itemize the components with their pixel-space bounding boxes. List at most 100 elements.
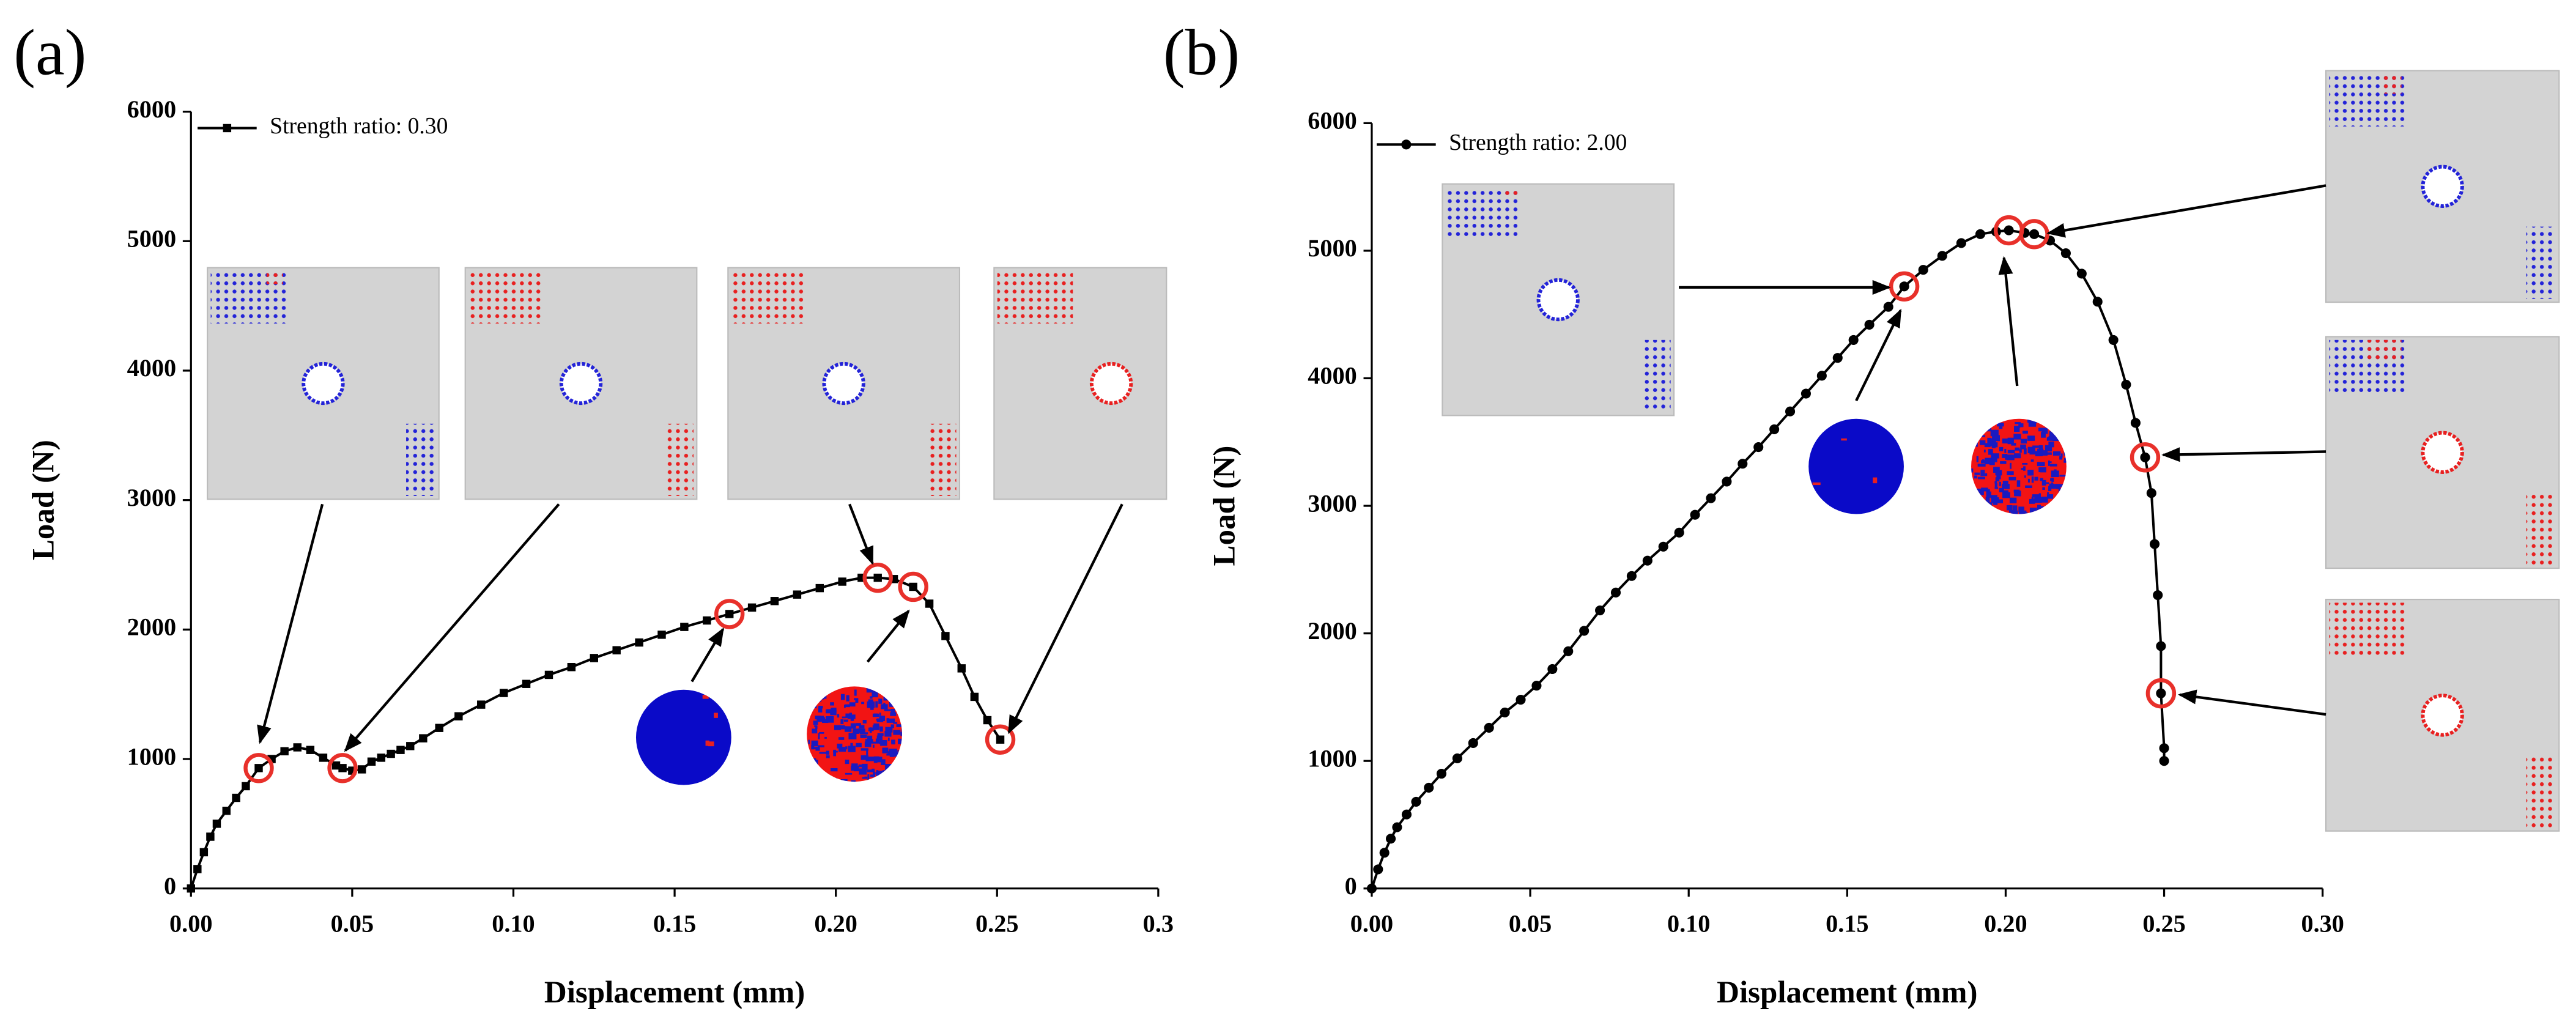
speck xyxy=(2053,506,2059,512)
speck xyxy=(809,766,812,769)
speck xyxy=(881,704,888,709)
speck xyxy=(1995,477,2000,482)
speck xyxy=(810,703,817,709)
point-marker xyxy=(1452,753,1462,764)
speck xyxy=(2025,512,2028,514)
point-marker xyxy=(770,597,779,605)
speck xyxy=(815,725,818,729)
speck xyxy=(2010,462,2012,469)
y-axis-title: Load (N) xyxy=(27,440,61,560)
speck xyxy=(897,738,902,744)
arrow xyxy=(866,609,910,663)
speck xyxy=(2002,454,2008,458)
speck xyxy=(2004,448,2007,453)
speck xyxy=(811,744,815,750)
speck xyxy=(901,707,902,710)
speck xyxy=(819,752,827,754)
arrow xyxy=(848,503,874,565)
speck xyxy=(2053,451,2061,456)
speck xyxy=(844,705,846,708)
speck xyxy=(714,713,718,718)
point-marker xyxy=(1753,442,1764,453)
speck xyxy=(2060,453,2063,458)
speck xyxy=(1841,438,1847,441)
speck xyxy=(876,735,883,741)
speck xyxy=(1990,429,1999,437)
speck xyxy=(861,748,868,751)
speck xyxy=(838,737,845,740)
speck xyxy=(1983,450,1986,453)
speck xyxy=(876,772,884,776)
speck xyxy=(853,723,856,728)
point-marker xyxy=(1658,541,1668,552)
speck xyxy=(851,763,858,768)
x-tick-label: 0.20 xyxy=(1984,910,2027,938)
speck xyxy=(1988,449,1993,455)
hole-ring xyxy=(822,361,865,405)
point-marker xyxy=(1626,571,1637,581)
point-marker xyxy=(2156,688,2166,698)
dot-block xyxy=(2526,492,2556,565)
x-tick-label: 0.25 xyxy=(2142,910,2185,938)
dot-block xyxy=(2526,755,2556,828)
speck xyxy=(1982,459,1985,461)
point-marker xyxy=(2130,418,2141,428)
x-tick-label: 0.20 xyxy=(814,910,857,938)
speck xyxy=(2058,488,2065,495)
speck xyxy=(867,735,873,741)
speck xyxy=(873,723,879,730)
speck xyxy=(812,728,818,734)
y-tick-label: 0 xyxy=(164,872,176,900)
point-marker xyxy=(680,623,689,631)
speck xyxy=(1993,467,2000,473)
point-marker xyxy=(242,782,250,791)
speck xyxy=(2064,499,2067,506)
point-marker xyxy=(657,631,666,639)
speck xyxy=(851,780,856,782)
speck xyxy=(1982,435,1986,437)
speck xyxy=(830,702,834,706)
point-marker xyxy=(838,577,846,586)
speck xyxy=(2047,492,2049,495)
speck xyxy=(859,725,865,729)
speck xyxy=(1971,488,1976,491)
speck xyxy=(814,695,816,701)
speck xyxy=(845,760,849,765)
speck xyxy=(635,777,640,780)
speck xyxy=(856,723,861,726)
speck xyxy=(1984,443,1991,448)
speck xyxy=(2051,484,2058,489)
speck xyxy=(1809,439,1812,443)
speck xyxy=(1981,422,1989,424)
x-tick-label: 0.3 xyxy=(1143,910,1174,938)
point-marker xyxy=(1500,707,1510,717)
speck xyxy=(818,691,821,697)
speck xyxy=(838,747,846,752)
point-marker xyxy=(1392,822,1402,832)
speck xyxy=(1988,441,1996,446)
speck xyxy=(1990,495,1997,499)
speck xyxy=(1985,510,1988,514)
speck xyxy=(2054,469,2057,474)
speck xyxy=(818,707,823,713)
point-marker xyxy=(635,638,643,647)
speck xyxy=(877,733,884,736)
speck xyxy=(891,750,898,757)
speck xyxy=(808,765,816,771)
point-marker xyxy=(377,753,386,762)
speck xyxy=(889,764,892,769)
speck xyxy=(855,698,859,703)
speck xyxy=(889,702,897,707)
speck xyxy=(2020,444,2026,450)
speck xyxy=(861,755,867,760)
point-marker xyxy=(206,832,215,841)
point-marker xyxy=(477,700,486,709)
speck xyxy=(2062,422,2065,429)
speck xyxy=(1985,457,1991,465)
speck xyxy=(866,749,868,755)
y-tick-label: 1000 xyxy=(1308,744,1357,772)
point-marker xyxy=(747,603,757,612)
highlight-ring xyxy=(2130,442,2161,473)
speck xyxy=(2041,450,2048,456)
